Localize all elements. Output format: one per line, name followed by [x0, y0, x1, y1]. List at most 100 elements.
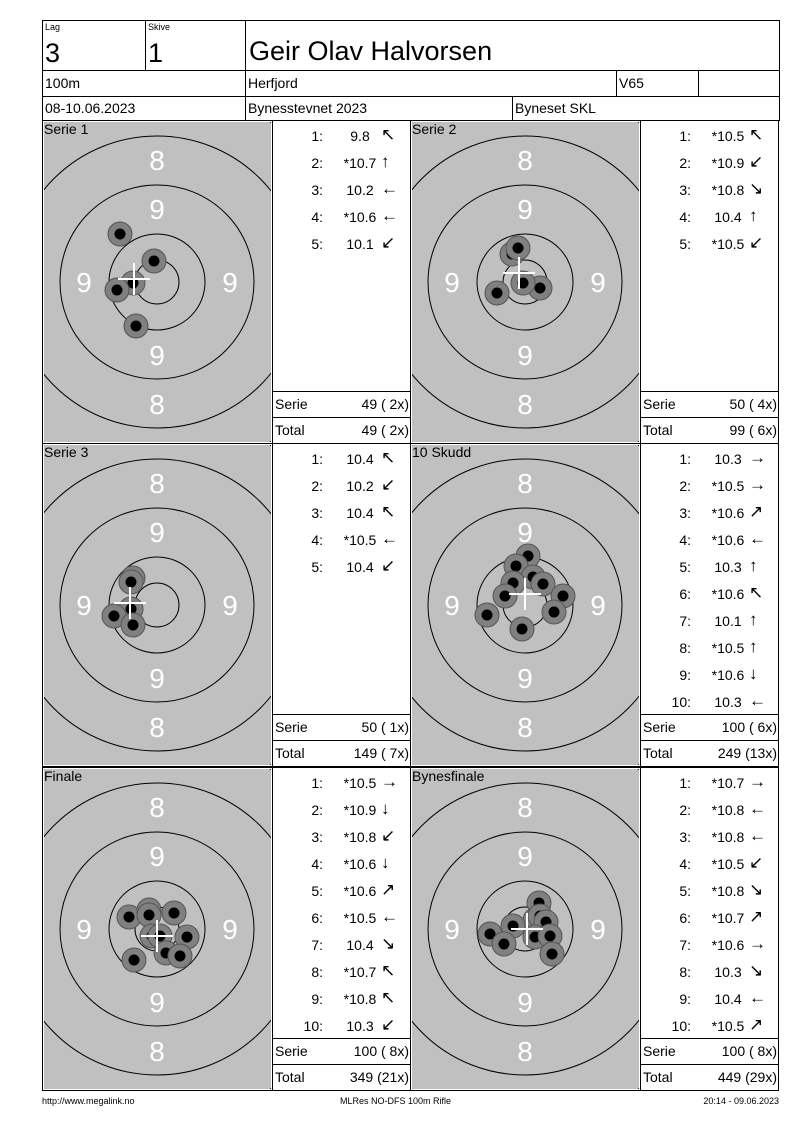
class-extra-cell [698, 70, 780, 97]
shot-score: *10.5 [343, 910, 377, 926]
direction-arrow-w-icon: ← [381, 179, 398, 198]
shot-number: 3: [679, 505, 691, 521]
shot-row: 5: 10.4 ↙ [273, 555, 411, 579]
target-ring [427, 831, 623, 1027]
shot-row: 4: *10.6 ← [273, 205, 411, 229]
shot-hole [491, 931, 517, 957]
direction-arrow-nw-icon: ↖ [381, 961, 396, 980]
shot-row: 5: *10.8 ↘ [641, 879, 779, 903]
total-sum: 249 (13x) [717, 745, 777, 761]
series-title: Serie 1 [44, 121, 89, 137]
shot-score: *10.6 [711, 505, 745, 521]
score-list: 1: 10.4 ↖ 2: 10.2 ↙ 3: 10.4 ↖ 4: *10.5 ←… [272, 444, 411, 766]
direction-arrow-sw-icon: ↙ [749, 233, 764, 252]
shot-number: 1: [679, 775, 691, 791]
shot-row: 8: *10.7 ↖ [273, 960, 411, 984]
shot-number: 4: [311, 856, 323, 872]
direction-arrow-se-icon: ↘ [749, 179, 764, 198]
class-cell: V65 [616, 70, 699, 97]
shot-score: 10.4 [714, 991, 742, 1007]
shot-row: 3: *10.8 ↙ [273, 825, 411, 849]
shot-score: 10.3 [714, 559, 742, 575]
shot-number: 5: [311, 236, 323, 252]
class: V65 [619, 75, 644, 91]
footer-url[interactable]: http://www.megalink.no [42, 1096, 135, 1106]
direction-arrow-ne-icon: ↗ [749, 1015, 764, 1034]
shot-number: 4: [679, 532, 691, 548]
total-sum: 49 ( 2x) [361, 422, 409, 438]
series-panel: 8 9 9 8 9 9 10 Skudd 1: 10.3 → 2: *10.5 → 3: *… [410, 443, 779, 767]
direction-arrow-nw-icon: ↖ [749, 583, 764, 602]
ring-number: 8 [149, 1036, 165, 1067]
score-list: 1: 9.8 ↖ 2: *10.7 ↑ 3: 10.2 ← 4: *10.6 ←… [272, 121, 411, 443]
target-ring [427, 507, 623, 703]
shot-score: *10.7 [711, 910, 745, 926]
score-list: 1: *10.5 → 2: *10.9 ↓ 3: *10.8 ↙ 4: *10.… [272, 768, 411, 1090]
total-sum-row: Total 349 (21x) [273, 1064, 411, 1090]
shot-row: 10: 10.3 ↙ [273, 1014, 411, 1038]
shot-number: 3: [311, 182, 323, 198]
shot-hole [510, 270, 536, 296]
target-image: 8 9 9 8 9 9 [44, 445, 271, 765]
direction-arrow-sw-icon: ↙ [381, 556, 396, 575]
total-sum-row: Total 49 ( 2x) [273, 417, 411, 443]
shot-score: 10.3 [714, 694, 742, 710]
direction-arrow-se-icon: ↘ [749, 961, 764, 980]
shot-score: 10.3 [346, 1018, 374, 1034]
shot-score: *10.9 [343, 802, 377, 818]
direction-arrow-n-icon: ↑ [749, 206, 758, 225]
shot-hole [509, 616, 535, 642]
shot-number: 1: [311, 451, 323, 467]
shot-row: 10: 10.3 ← [641, 690, 779, 714]
shot-score: *10.5 [711, 236, 745, 252]
shot-row: 10: *10.5 ↗ [641, 1014, 779, 1038]
shot-score: *10.5 [711, 128, 745, 144]
shot-number: 2: [311, 478, 323, 494]
ring-number: 8 [517, 468, 533, 499]
shot-hole [121, 947, 147, 973]
ring-number: 8 [517, 389, 533, 420]
total-sum: 99 ( 6x) [729, 422, 777, 438]
series-title: Finale [44, 768, 83, 784]
ring-number: 9 [149, 517, 165, 548]
target-image: 8 9 9 8 9 9 [412, 445, 639, 765]
target-ring [108, 880, 206, 978]
shot-score: *10.5 [711, 478, 745, 494]
shot-number: 9: [679, 667, 691, 683]
shot-row: 4: *10.6 ↓ [273, 852, 411, 876]
shot-score: *10.5 [343, 775, 377, 791]
shot-score: 10.3 [714, 451, 742, 467]
shot-row: 3: 10.2 ← [273, 178, 411, 202]
shot-score: *10.9 [711, 155, 745, 171]
club: Herfjord [248, 75, 298, 91]
club-cell: Herfjord [245, 70, 617, 97]
shot-score: 10.2 [346, 478, 374, 494]
shot-hole [530, 571, 556, 597]
serie-sum: 100 ( 8x) [353, 1043, 409, 1059]
shot-row: 3: *10.6 ↗ [641, 501, 779, 525]
group-center-cross [503, 257, 535, 289]
shot-hole [123, 313, 149, 339]
shot-number: 2: [679, 478, 691, 494]
direction-arrow-s-icon: ↓ [749, 664, 758, 683]
shot-score: *10.6 [711, 667, 745, 683]
direction-arrow-e-icon: → [749, 475, 766, 494]
serie-sum-row: Serie 100 ( 8x) [273, 1038, 411, 1064]
shot-number: 5: [311, 559, 323, 575]
total-label: Total [643, 1069, 673, 1085]
serie-label: Serie [643, 396, 676, 412]
total-sum-row: Total 249 (13x) [641, 740, 779, 766]
series-panel: 8 9 9 8 9 9 Serie 1 1: 9.8 ↖ 2: *10.7 ↑ 3: 10.… [42, 120, 411, 444]
shot-number: 2: [311, 155, 323, 171]
direction-arrow-w-icon: ← [749, 691, 766, 710]
group-center-cross [509, 578, 541, 610]
shot-hole [539, 941, 565, 967]
ring-number: 9 [590, 267, 606, 298]
serie-sum-row: Serie 49 ( 2x) [273, 391, 411, 417]
shot-number: 8: [679, 964, 691, 980]
direction-arrow-nw-icon: ↖ [381, 125, 396, 144]
shot-number: 1: [311, 775, 323, 791]
shot-score: *10.5 [711, 856, 745, 872]
target-ring [44, 458, 271, 752]
